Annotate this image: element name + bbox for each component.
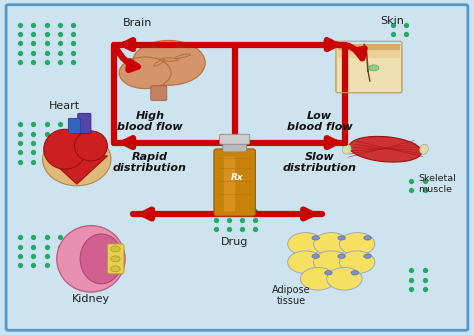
Ellipse shape bbox=[301, 268, 336, 290]
FancyBboxPatch shape bbox=[338, 44, 400, 50]
Ellipse shape bbox=[288, 251, 323, 273]
Ellipse shape bbox=[111, 256, 120, 262]
Text: Adipose
tissue: Adipose tissue bbox=[272, 285, 310, 306]
Text: Brain: Brain bbox=[122, 18, 152, 28]
Ellipse shape bbox=[343, 144, 351, 154]
FancyBboxPatch shape bbox=[224, 156, 235, 212]
Ellipse shape bbox=[74, 131, 108, 161]
Text: Heart: Heart bbox=[48, 101, 80, 111]
Ellipse shape bbox=[312, 254, 319, 258]
FancyBboxPatch shape bbox=[338, 50, 400, 58]
Ellipse shape bbox=[339, 232, 375, 255]
Ellipse shape bbox=[364, 236, 371, 240]
Ellipse shape bbox=[111, 246, 120, 252]
Ellipse shape bbox=[325, 271, 332, 275]
Ellipse shape bbox=[314, 251, 349, 273]
Ellipse shape bbox=[364, 254, 371, 258]
Text: Skin: Skin bbox=[381, 16, 405, 26]
Ellipse shape bbox=[312, 236, 319, 240]
Polygon shape bbox=[46, 156, 108, 184]
Ellipse shape bbox=[132, 41, 205, 85]
Text: Kidney: Kidney bbox=[72, 294, 110, 304]
Text: Rapid
distribution: Rapid distribution bbox=[113, 152, 187, 173]
FancyBboxPatch shape bbox=[336, 45, 402, 93]
Text: Rx: Rx bbox=[231, 173, 243, 182]
Ellipse shape bbox=[44, 129, 86, 169]
Ellipse shape bbox=[43, 133, 111, 186]
FancyBboxPatch shape bbox=[223, 142, 246, 152]
FancyBboxPatch shape bbox=[68, 118, 81, 134]
Text: Drug: Drug bbox=[221, 237, 248, 247]
Ellipse shape bbox=[80, 234, 122, 284]
Ellipse shape bbox=[314, 232, 349, 255]
FancyBboxPatch shape bbox=[78, 113, 91, 134]
Ellipse shape bbox=[351, 271, 358, 275]
Ellipse shape bbox=[119, 57, 171, 88]
Text: Skeletal
muscle: Skeletal muscle bbox=[419, 175, 456, 194]
Text: High
blood flow: High blood flow bbox=[117, 111, 182, 132]
Text: Slow
distribution: Slow distribution bbox=[283, 152, 356, 173]
Ellipse shape bbox=[57, 226, 125, 292]
Ellipse shape bbox=[288, 232, 323, 255]
FancyBboxPatch shape bbox=[214, 149, 255, 216]
Text: Low
blood flow: Low blood flow bbox=[287, 111, 352, 132]
Ellipse shape bbox=[420, 144, 428, 154]
Ellipse shape bbox=[339, 251, 375, 273]
Ellipse shape bbox=[327, 268, 362, 290]
Ellipse shape bbox=[111, 266, 120, 272]
Ellipse shape bbox=[338, 236, 346, 240]
FancyBboxPatch shape bbox=[151, 86, 167, 100]
FancyBboxPatch shape bbox=[219, 134, 250, 144]
FancyBboxPatch shape bbox=[108, 244, 124, 274]
Ellipse shape bbox=[338, 254, 346, 258]
Ellipse shape bbox=[349, 136, 422, 162]
Ellipse shape bbox=[368, 65, 379, 71]
